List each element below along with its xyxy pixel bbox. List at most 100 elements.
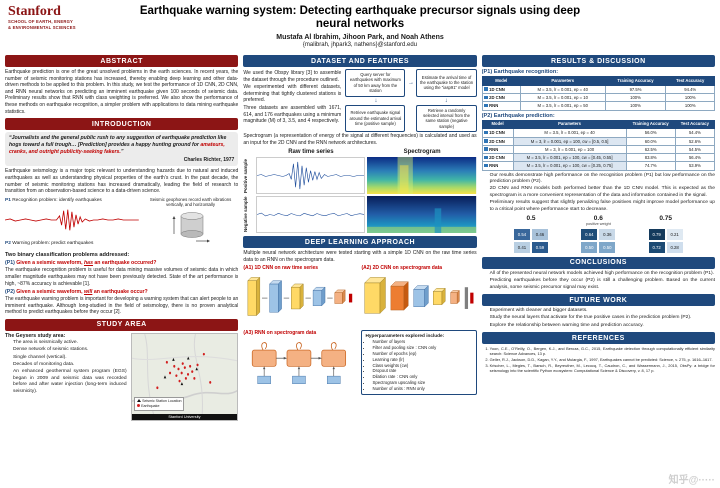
list-item: Number of units : RNN only — [372, 386, 472, 392]
arch-1dcnn: (A1) 1D CNN on raw time series — [243, 265, 358, 327]
heatmap-weight-05: 0.5 0.54 0.46 0.41 0.59 — [512, 214, 549, 254]
list-item: The area is seismically active. — [13, 340, 127, 346]
geophone-cylinder-icon — [172, 212, 210, 243]
model-color-chip — [484, 103, 488, 108]
p2-tag: P2 — [5, 240, 11, 246]
table-row: 1D CNN M = 3.5, lr = 0.001, ep = 40 56.0… — [481, 128, 715, 138]
p2-problem-tag: (P2) — [5, 289, 15, 296]
list-item: Dropout rate — [372, 368, 472, 374]
p1-problem-question: Given a seismic waveform, has an earthqu… — [14, 260, 157, 267]
arch-1dcnn-label: (A1) 1D CNN on raw time series — [243, 265, 319, 272]
matrix-cell: 0.50 — [580, 240, 599, 254]
quote-highlight: amateurs, cranks, and outright publicity… — [9, 142, 225, 155]
dataset-heading: DATASET AND FEATURES — [243, 55, 477, 67]
architectures-grid: (A1) 1D CNN on raw time series — [243, 265, 477, 395]
matrix-cell: 0.21 — [665, 227, 684, 241]
p2-problem-body: The earthquake warning problem is import… — [5, 296, 239, 316]
list-item: Dilation rate : CNN only — [372, 374, 472, 380]
richter-quote: “Journalists and the general public rush… — [5, 132, 239, 167]
p2-emphasis: will — [84, 289, 93, 296]
flow-box-negative: Retrieve a randomly selected interval fr… — [416, 104, 477, 132]
study-area-text: The Geysers study area: The area is seis… — [5, 333, 127, 421]
abstract-heading: ABSTRACT — [5, 55, 239, 67]
right-column: RESULTS & DISCUSSION (P1) Earthquake rec… — [481, 52, 715, 484]
list-item: Class weights (cw) — [372, 363, 472, 369]
dataset-content: We used the Obspy library [3] to assembl… — [243, 69, 477, 132]
arch-2dcnn: (A2) 2D CNN on spectrogram data — [361, 265, 476, 327]
list-item: Number of epochs (ep) — [372, 351, 472, 357]
list-item: Geller, R.J., Jackson, D.D., Kagan, Y.Y.… — [490, 357, 715, 362]
heatmap-weight-075: 0.75 0.79 0.21 0.72 0.28 — [647, 215, 684, 254]
spectrogram-column-label: Spectrogram — [403, 149, 441, 156]
table-row: 1D CNN M = 3.5, lr = 0.001, ep = 40 97.5… — [481, 84, 715, 95]
list-item: Spectrogram upscaling size — [372, 380, 472, 386]
list-item: Filter and pooling size : CNN only — [372, 345, 472, 351]
matrix-cell: 0.36 — [598, 227, 617, 241]
study-area-map: Seismic Station Location Earthquake Stan… — [130, 332, 239, 421]
list-item: Experiment with cleaner and bigger datas… — [490, 308, 715, 314]
future-work-heading: FUTURE WORK — [481, 294, 715, 307]
confusion-matrices: 0.5 0.54 0.46 0.41 0.59 0.6 positive wei… — [482, 215, 715, 254]
list-item: 2D CNN and RNN models both performed bet… — [490, 186, 715, 199]
deep-learning-intro: Multiple neural network architecture wer… — [243, 250, 477, 263]
model-color-chip — [484, 130, 488, 135]
introduction-heading: INTRODUCTION — [5, 118, 239, 131]
arch-rnn: (A3) RNN on spectrogram data — [243, 330, 358, 394]
discussion-bullets: Our results demonstrate high performance… — [490, 173, 715, 213]
dataset-p1: We used the Obspy library [3] to assembl… — [243, 70, 342, 83]
positive-sample-label: Positive sample — [243, 158, 249, 193]
table-row: RNN M = 3.5, lr = 0.001, ep = 100, cw = … — [481, 161, 715, 171]
study-area-heading: STUDY AREA — [5, 318, 239, 331]
dataset-text: We used the Obspy library [3] to assembl… — [243, 69, 341, 132]
column-header: Test Accuracy — [665, 76, 715, 86]
list-item: Decades of monitoring data. — [13, 362, 127, 368]
geophone-note: Seismic geophones record earth vibration… — [149, 196, 232, 208]
title-block: Earthquake warning system: Detecting ear… — [126, 5, 594, 48]
matrix-cell: 0.54 — [512, 227, 531, 241]
quote-text: “Journalists and the general public rush… — [9, 135, 227, 149]
model-color-chip — [484, 87, 488, 91]
p2-diagram-label: P2 Warning problem: predict earthquakes — [5, 241, 139, 247]
positive-sample-row: Positive sample — [243, 157, 477, 195]
table-row: 2D CNN M = 3.5, lr = 0.001, ep = 10 100%… — [481, 93, 715, 103]
future-work-bullets: Experiment with cleaner and bigger datas… — [490, 308, 715, 329]
p1-emphasis: has — [84, 260, 93, 267]
introduction-text: Earthquake seismology is a major topic r… — [5, 168, 239, 195]
p1-tag: P1 — [5, 197, 11, 203]
column-header: Training Accuracy — [625, 119, 676, 130]
column-header: Parameters — [512, 119, 627, 130]
p1-problem-title: (P1) Given a seismic waveform, has an ea… — [5, 260, 238, 266]
negative-sample-label: Negative sample — [243, 196, 249, 233]
earthquake-marker-icon — [136, 404, 140, 408]
study-area-bullets: The area is seismically active. Dense ne… — [13, 340, 127, 395]
conclusions-heading: CONCLUSIONS — [481, 256, 715, 269]
deep-learning-heading: DEEP LEARNING APPROACH — [243, 236, 477, 249]
positive-spectrogram-plot — [367, 157, 477, 195]
model-color-chip — [484, 95, 488, 100]
negative-spectrogram-plot — [367, 196, 477, 234]
p1-text: Recognition problem: identify earthquake… — [12, 197, 102, 203]
column-header: Model — [481, 119, 514, 130]
model-color-chip — [484, 163, 488, 168]
flow-box-query: Query server for earthquakes with maximu… — [345, 69, 406, 97]
p2-results-table: Model Parameters Training Accuracy Test … — [481, 119, 715, 171]
list-item: Explore the relationship between warning… — [490, 323, 715, 329]
samples-figure: Raw time series Spectrogram Positive sam… — [243, 149, 477, 234]
table-row: 2D CNN M = 3.5, lr = 0.001, ep = 100, cw… — [481, 153, 715, 163]
poster-authors: Mustafa Al Ibrahim, Jihoon Park, and Noa… — [276, 34, 444, 42]
dataset-flowchart: Query server for earthquakes with maximu… — [345, 69, 477, 132]
weight-label: 0.5 — [526, 214, 536, 222]
dataset-p3: Three datasets are assembled with 1671, … — [243, 104, 342, 125]
table-row: 2D CNN M = 3, lr = 0.001, ep = 100, cw =… — [481, 136, 715, 146]
flow-box-positive: Retrieve earthquake signal around the es… — [345, 104, 406, 132]
legend-earthquake: Earthquake — [136, 404, 182, 409]
school-line1: SCHOOL OF EARTH, ENERGY — [8, 19, 74, 24]
list-item: Number of layers — [372, 339, 472, 345]
map-legend: Seismic Station Location Earthquake — [133, 396, 185, 411]
list-item: Yoon, C.E., O’Reilly, O., Bergen, K.J., … — [490, 346, 715, 356]
table-row: RNN M = 3.5, lr = 0.001, ep = 50 100% 10… — [481, 101, 715, 111]
matrix-cell: 0.59 — [530, 240, 549, 254]
arrow-down-icon: ↓ — [374, 97, 378, 104]
p2-problem-question: Given a seismic waveform, will an earthq… — [14, 289, 148, 296]
